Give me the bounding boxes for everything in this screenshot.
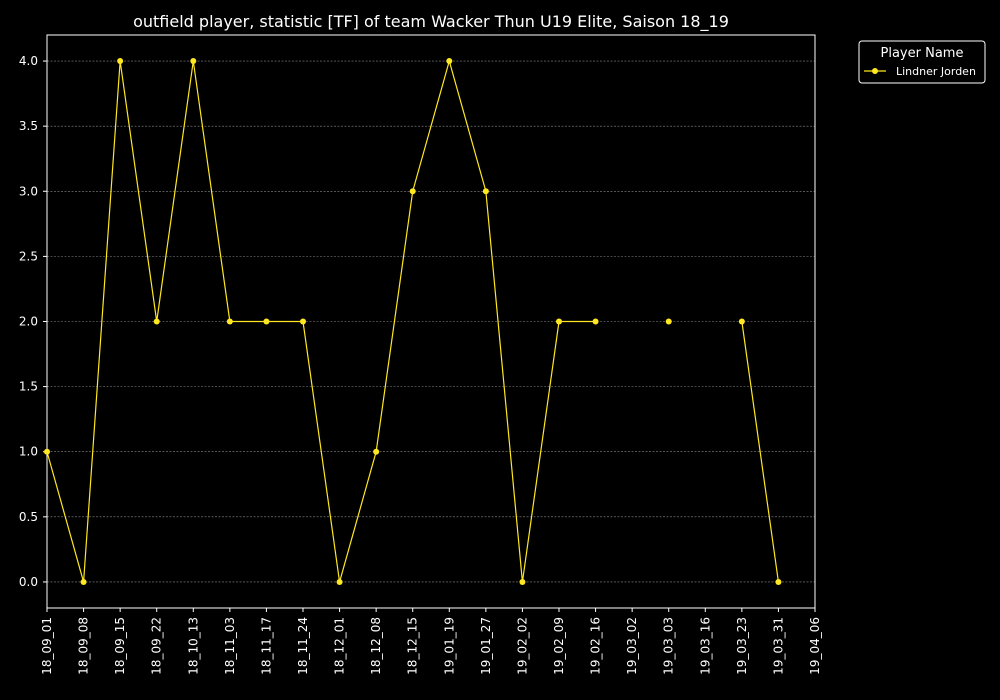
data-point: [446, 58, 453, 65]
x-tick-label: 18_09_15: [113, 617, 127, 675]
y-tick-label: 0.5: [19, 510, 38, 524]
data-point: [263, 318, 270, 325]
x-tick-label: 19_02_16: [589, 617, 603, 675]
y-tick-label: 1.5: [19, 380, 38, 394]
x-tick-label: 19_02_09: [552, 617, 566, 675]
y-tick-label: 3.0: [19, 184, 38, 198]
x-tick-label: 18_10_13: [186, 617, 200, 675]
data-point: [738, 318, 745, 325]
x-tick-label: 19_04_06: [808, 617, 822, 675]
axes: 0.0 0.5 1.0 1.5 2.0 2.5 3.0 3.5 4.0 18_09_01 18_09…: [19, 34, 822, 675]
x-tick-label: 19_01_27: [479, 617, 493, 675]
legend-box: [858, 40, 986, 84]
y-tick-label: 1.0: [19, 445, 38, 459]
x-tick-label: 19_03_03: [662, 617, 676, 675]
grid-lines: [47, 60, 815, 583]
data-point: [775, 578, 782, 585]
x-tick-label: 18_09_22: [150, 617, 164, 675]
plot-frame: [46, 34, 816, 609]
x-tick-label: 18_09_08: [77, 617, 91, 675]
data-point: [482, 188, 489, 195]
x-tick-label: 18_09_01: [40, 617, 54, 675]
y-tick-label: 2.0: [19, 315, 38, 329]
data-point: [153, 318, 160, 325]
x-tick-label: 19_03_02: [625, 617, 639, 675]
data-point: [665, 318, 672, 325]
data-point: [373, 448, 380, 455]
data-point: [226, 318, 233, 325]
x-tick-label: 19_03_23: [735, 617, 749, 675]
x-tick-label: 19_01_19: [442, 617, 456, 675]
series-line: [46, 58, 596, 583]
data-point: [117, 58, 124, 65]
y-tick-label: 0.0: [19, 575, 38, 589]
y-tick-label: 4.0: [19, 54, 38, 68]
x-tick-label: 18_11_03: [223, 617, 237, 675]
data-point: [519, 578, 526, 585]
data-point: [556, 318, 562, 325]
x-tick-label: 18_11_17: [259, 617, 273, 675]
y-tick-label: 2.5: [19, 249, 38, 263]
data-point: [44, 448, 50, 455]
x-tick-label: 19_02_02: [515, 617, 529, 675]
data-point: [190, 58, 197, 65]
data-point: [592, 318, 599, 325]
data-point: [336, 578, 343, 585]
x-tick-label: 18_11_24: [296, 617, 310, 675]
x-tick-label: 19_03_16: [698, 617, 712, 675]
data-point: [80, 578, 87, 585]
y-tick-label: 3.5: [19, 119, 38, 133]
legend-label: Lindner Jorden: [896, 65, 976, 78]
chart-title: outfield player, statistic [TF] of team …: [133, 12, 729, 32]
data-point: [300, 318, 306, 325]
legend-title: Player Name: [881, 46, 964, 61]
legend-marker-swatch: [872, 68, 878, 74]
data-point: [409, 188, 416, 195]
series-layer: [44, 58, 782, 585]
series-line: [741, 321, 780, 583]
x-tick-label: 18_12_01: [333, 617, 347, 675]
x-tick-label: 19_03_31: [771, 617, 785, 675]
legend: Player Name Lindner Jorden: [858, 40, 986, 84]
x-tick-label: 18_12_08: [369, 617, 383, 675]
x-tick-label: 18_12_15: [406, 617, 420, 675]
